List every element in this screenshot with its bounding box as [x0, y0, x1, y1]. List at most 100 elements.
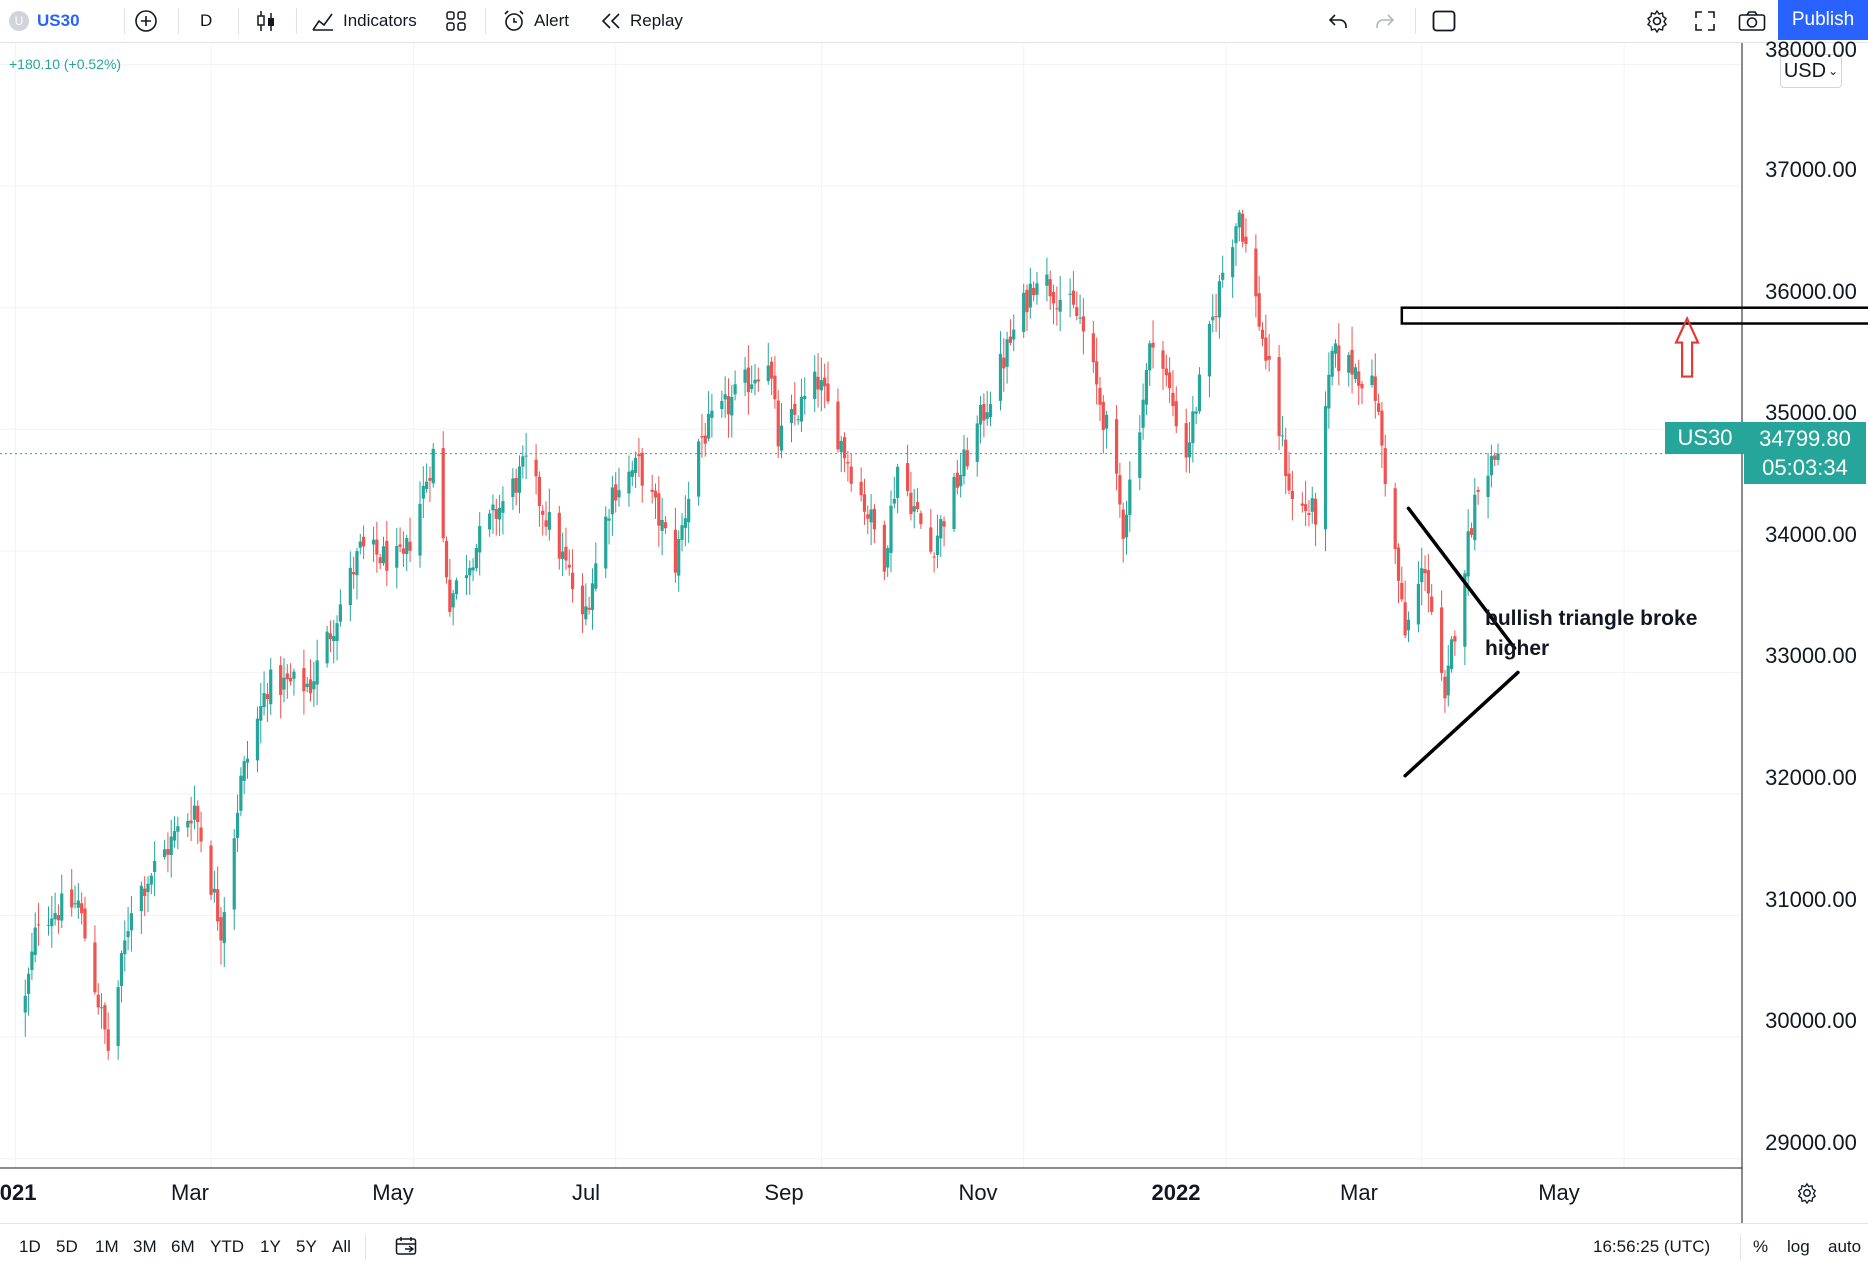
range-3m-button[interactable]: 3M [133, 1237, 157, 1256]
undo-icon[interactable] [1327, 0, 1349, 42]
publish-button[interactable]: Publish [1778, 0, 1868, 40]
symbol-search[interactable]: U US30 [9, 0, 80, 42]
range-all-button[interactable]: All [332, 1237, 351, 1256]
candle-body [302, 668, 306, 692]
candle-body [269, 669, 273, 705]
candle-body [932, 556, 936, 558]
price-scale-label: 38000.00 [1765, 37, 1857, 62]
candle-body [1098, 387, 1102, 405]
candle-body [192, 805, 197, 820]
candle-body [753, 379, 757, 384]
candle-body [166, 849, 170, 855]
candle-body [242, 761, 246, 781]
chart-drawings [1400, 306, 1868, 778]
candle-down [1260, 322, 1265, 347]
candle-up [162, 840, 167, 860]
percent-scale-toggle[interactable]: % [1753, 1237, 1769, 1256]
candle-up [1005, 331, 1009, 384]
fullscreen-icon[interactable] [1694, 0, 1716, 42]
candle-body [1287, 473, 1291, 491]
candle-body [859, 481, 863, 496]
range-1d-button[interactable]: 1D [19, 1237, 41, 1256]
auto-scale-toggle[interactable]: auto [1828, 1237, 1862, 1256]
range-1y-button[interactable]: 1Y [260, 1237, 281, 1256]
candle-down [1396, 543, 1401, 604]
candle-up [371, 526, 376, 562]
alert-button[interactable]: Alert [502, 0, 569, 42]
utc-clock[interactable]: 16:56:25 (UTC) [1593, 1237, 1711, 1256]
candle-body [570, 572, 575, 590]
range-1m-button[interactable]: 1M [95, 1237, 119, 1256]
candle-down [1380, 401, 1384, 469]
candles-icon[interactable] [255, 0, 277, 42]
price-scale-label: 31000.00 [1765, 887, 1857, 912]
candle-down [1032, 281, 1036, 302]
candle-body [454, 580, 459, 595]
calendar-icon[interactable] [395, 1236, 417, 1261]
candle-up [687, 481, 691, 543]
candle-body [398, 544, 402, 547]
candle-body [594, 563, 598, 589]
candle-body [378, 557, 382, 564]
candle-body [1051, 292, 1056, 304]
candle-body [1068, 293, 1072, 295]
candle-body [1357, 371, 1361, 386]
candle-body [1373, 376, 1377, 401]
candle-body [358, 541, 362, 548]
candle-body [232, 838, 236, 910]
candle-body [680, 525, 684, 540]
candle-up [680, 513, 684, 552]
square-icon[interactable] [1432, 0, 1456, 42]
candle-down [587, 596, 591, 615]
symbol-name[interactable]: US30 [37, 11, 80, 30]
candle-up [119, 950, 124, 1003]
candle-body [746, 367, 750, 393]
candle-body [212, 888, 216, 893]
range-5y-button[interactable]: 5Y [296, 1237, 317, 1256]
candle-up [192, 785, 197, 830]
candle-up [1035, 271, 1039, 305]
log-scale-toggle[interactable]: log [1787, 1237, 1810, 1256]
candle-down [1075, 291, 1079, 321]
price-scale-label: 36000.00 [1765, 279, 1857, 304]
replay-button[interactable]: Replay [600, 0, 683, 42]
candle-down [929, 508, 933, 555]
candle-down [557, 505, 561, 570]
currency-select[interactable]: USD ⌄ [1780, 54, 1842, 88]
candle-down [756, 367, 760, 392]
range-5d-button[interactable]: 5D [56, 1237, 78, 1256]
candle-up [222, 896, 226, 967]
candle-body [362, 536, 366, 547]
candle-body [1267, 355, 1271, 360]
plus-circle-icon[interactable] [134, 0, 158, 42]
indicators-label: Indicators [343, 11, 417, 30]
candle-down [915, 488, 920, 513]
grid-icon[interactable] [445, 0, 467, 42]
camera-icon[interactable] [1738, 0, 1766, 42]
candle-up [1187, 421, 1192, 474]
indicators-button[interactable]: Indicators [311, 0, 417, 42]
candle-up [33, 912, 37, 963]
candle-body [511, 478, 515, 498]
interval-button[interactable]: D [200, 0, 212, 42]
candle-body [796, 419, 800, 421]
candle-up [348, 551, 352, 622]
candle-down [1284, 427, 1288, 495]
chart-annotation-text[interactable]: bullish triangle broke higher [1485, 604, 1745, 664]
candle-up [478, 512, 482, 576]
candle-body [308, 679, 313, 694]
candle-body [186, 820, 190, 828]
candle-down [219, 906, 223, 965]
candle-down [1469, 522, 1474, 538]
range-ytd-button[interactable]: YTD [210, 1237, 244, 1256]
redo-icon[interactable] [1374, 0, 1396, 42]
price-chart[interactable] [0, 43, 1868, 1223]
scale-settings-gear-icon[interactable] [1796, 1182, 1818, 1209]
candle-up [683, 495, 687, 547]
candle-body [564, 546, 568, 561]
gear-icon[interactable] [1645, 0, 1669, 42]
candle-body [988, 404, 993, 418]
candle-body [129, 913, 134, 931]
candle-down [1081, 298, 1085, 355]
range-6m-button[interactable]: 6M [171, 1237, 195, 1256]
